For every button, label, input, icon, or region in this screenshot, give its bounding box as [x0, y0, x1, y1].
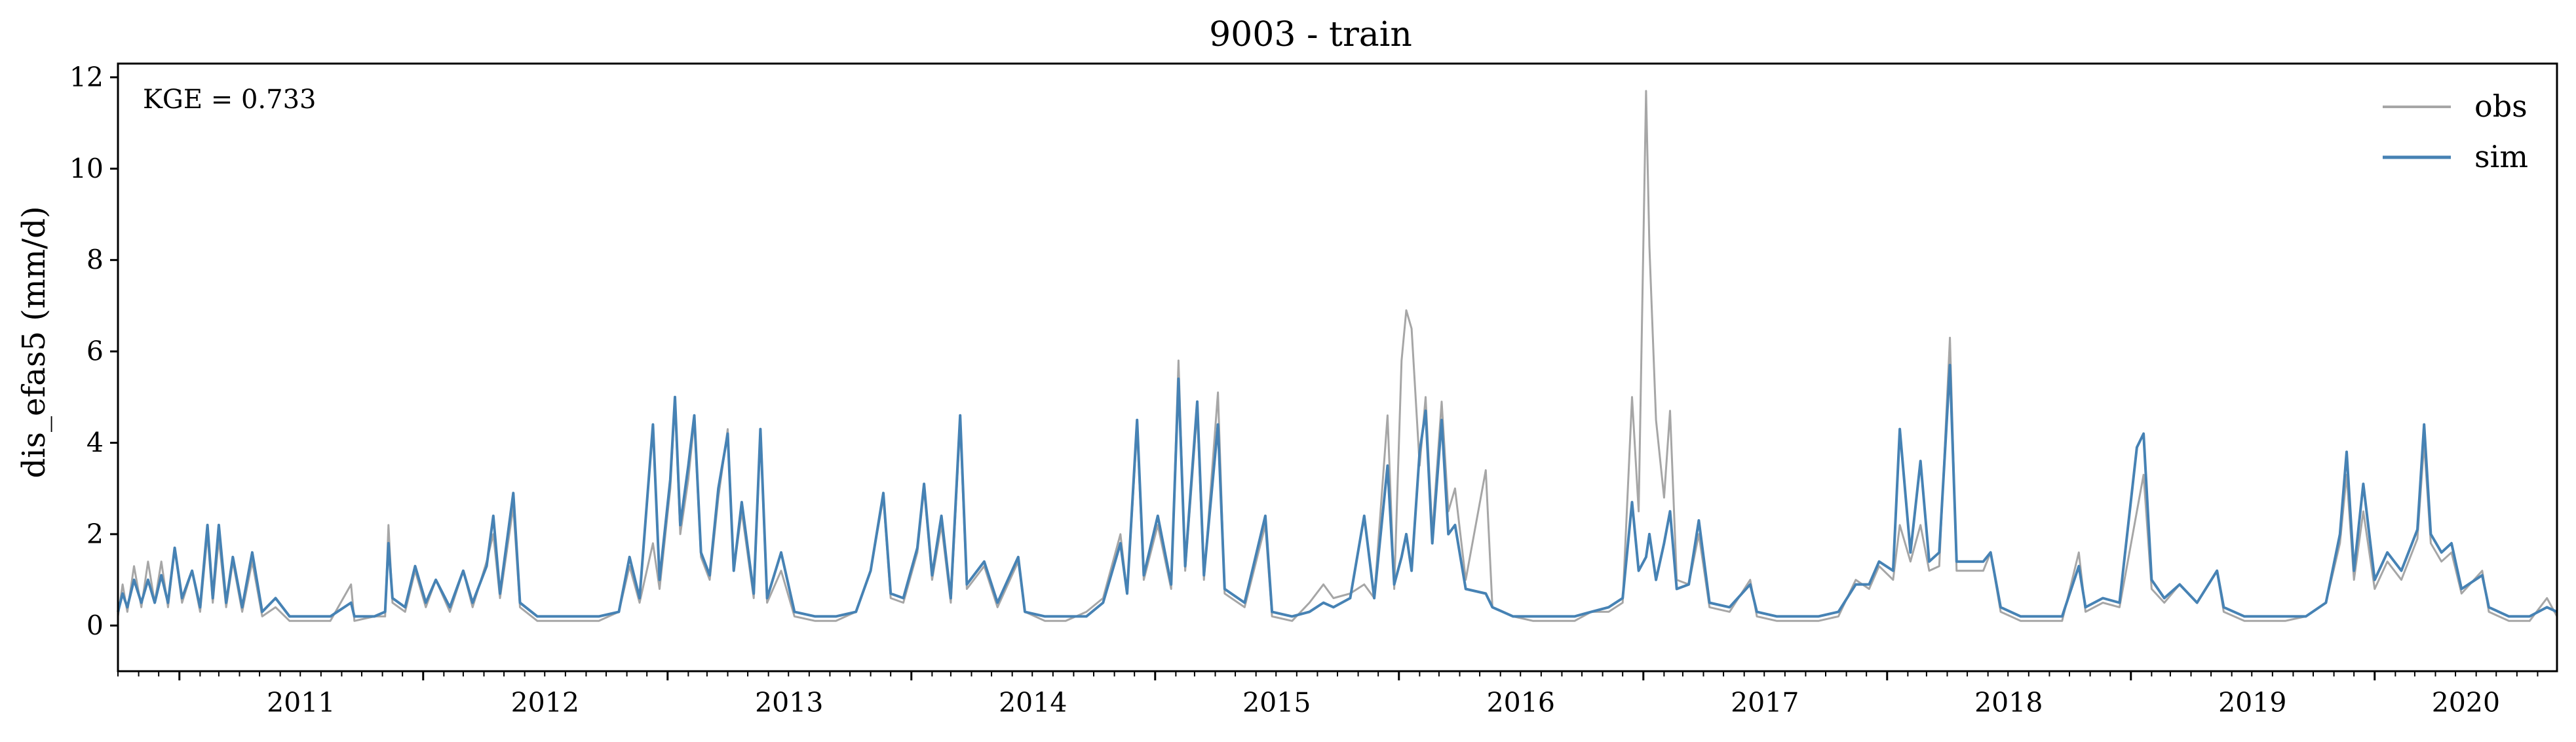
- legend-sim-label: sim: [2474, 139, 2528, 174]
- x-tick-label: 2016: [1487, 687, 1555, 718]
- y-tick-label: 2: [87, 518, 104, 550]
- x-tick-label: 2018: [1974, 687, 2043, 718]
- y-tick-label: 10: [69, 153, 104, 184]
- x-tick-label: 2020: [2432, 687, 2500, 718]
- chart-title: 9003 - train: [1209, 15, 1412, 54]
- plot-frame: [117, 62, 2558, 673]
- y-tick-label: 8: [87, 244, 104, 276]
- x-tick-label: 2014: [999, 687, 1067, 718]
- x-tick-label: 2017: [1731, 687, 1799, 718]
- legend-obs-label: obs: [2474, 88, 2528, 124]
- legend: obs sim: [2383, 88, 2528, 174]
- series-line-obs: [117, 90, 2558, 622]
- kge-annotation: KGE = 0.733: [143, 85, 317, 115]
- series-lines: [117, 90, 2558, 622]
- y-axis-title: dis_efas5 (mm/d): [16, 206, 52, 478]
- x-axis-ticks: 2011 2012 2013 2014 2015 2016 2017 2018 2019 2020: [117, 671, 2539, 718]
- y-tick-label: 12: [69, 62, 104, 93]
- y-tick-label: 0: [87, 610, 104, 641]
- x-tick-label: 2012: [511, 687, 579, 718]
- x-tick-label: 2015: [1242, 687, 1311, 718]
- y-tick-label: 6: [87, 336, 104, 367]
- x-tick-label: 2013: [755, 687, 823, 718]
- series-line-sim: [117, 364, 2558, 618]
- x-tick-label: 2011: [267, 687, 335, 718]
- y-axis-ticks: 0 2 4 6 8 10 12: [69, 62, 118, 641]
- y-tick-label: 4: [87, 427, 104, 459]
- x-tick-label: 2019: [2218, 687, 2286, 718]
